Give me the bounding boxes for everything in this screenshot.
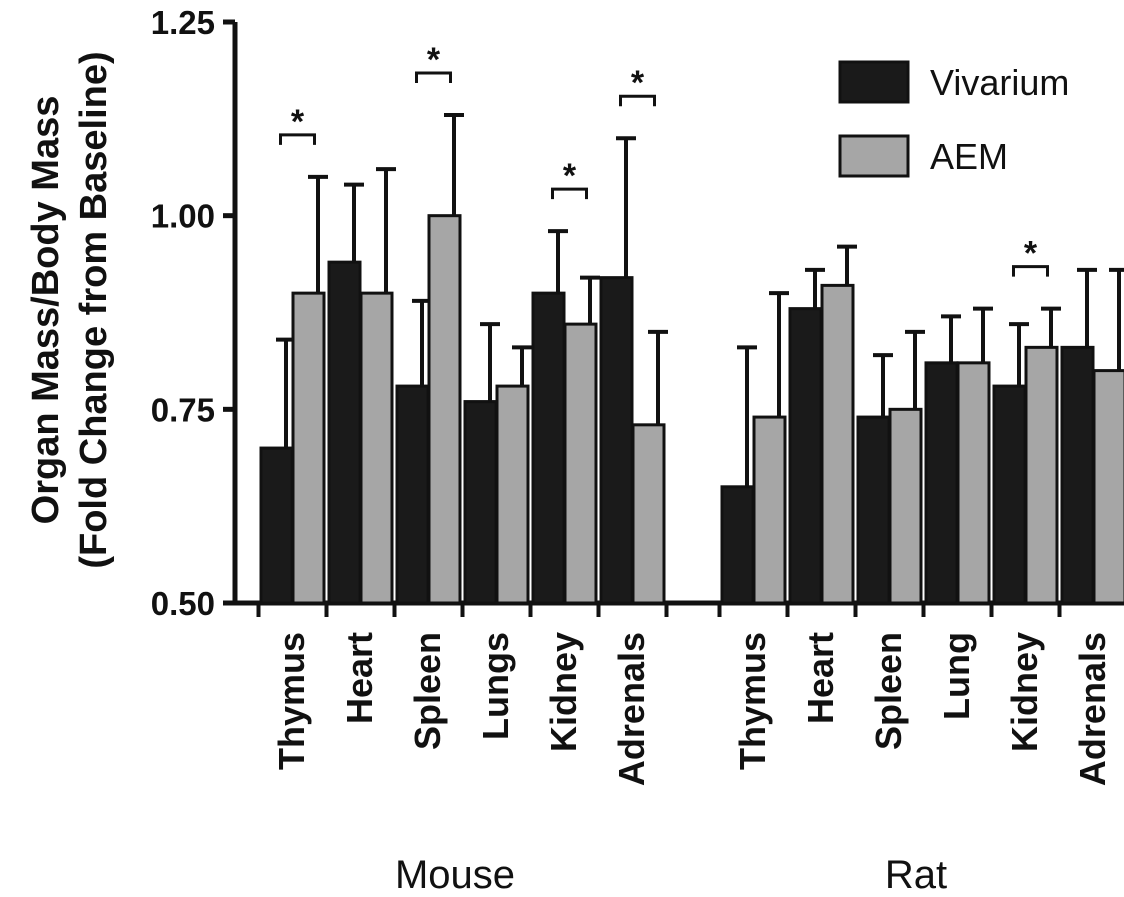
significance-star: * [291, 103, 305, 141]
bar-rat-kidney-vivarium [992, 384, 1027, 605]
bar-mouse-lungs-aem [495, 384, 530, 605]
bar-mouse-adrenals-vivarium [599, 276, 634, 605]
x-category-label: Thymus [271, 632, 312, 770]
y-axis-label-line1: Organ Mass/Body Mass [25, 96, 67, 525]
plot-area: 0.50 0.75 1.00 1.25 * Thymus Heart * Spleen Lungs… [151, 4, 1124, 897]
x-category-label: Kidney [543, 632, 584, 752]
bar-mouse-thymus-aem [291, 291, 326, 605]
y-tick-label: 0.75 [151, 391, 215, 428]
significance-star: * [427, 41, 441, 79]
y-axis-label-line2: (Fold Change from Baseline) [73, 51, 115, 568]
x-category-label: Adrenals [611, 632, 652, 786]
bar-mouse-heart-vivarium [327, 260, 362, 605]
significance-bracket [1012, 265, 1049, 277]
x-category-label: Heart [339, 632, 380, 724]
x-category-label: Adrenals [1072, 632, 1113, 786]
significance-bracket [619, 94, 656, 107]
x-category-label: Lungs [475, 632, 516, 740]
y-tick-label: 1.00 [151, 198, 215, 235]
bar-rat-thymus-aem [752, 415, 787, 605]
legend-swatch-aem [838, 134, 910, 178]
bar-mouse-lungs-vivarium [463, 400, 498, 605]
bar-mouse-adrenals-aem [631, 423, 666, 605]
bar-rat-heart-vivarium [788, 307, 823, 605]
bar-rat-lung-aem [956, 361, 991, 605]
group-label-mouse: Mouse [395, 853, 515, 897]
bar-rat-kidney-aem [1024, 345, 1059, 605]
bar-mouse-heart-aem [359, 291, 394, 605]
bar-mouse-kidney-aem [563, 322, 598, 605]
x-category-label: Lung [936, 632, 977, 720]
x-category-label: Kidney [1004, 632, 1045, 752]
legend-label-vivarium: Vivarium [930, 62, 1069, 103]
bar-mouse-kidney-vivarium [531, 291, 566, 605]
legend-swatch-vivarium [838, 60, 910, 104]
significance-star: * [1024, 235, 1038, 273]
x-category-label: Spleen [407, 632, 448, 750]
bar-mouse-spleen-vivarium [395, 384, 430, 605]
x-category-label: Heart [800, 632, 841, 724]
group-label-rat: Rat [885, 853, 947, 897]
bar-mouse-spleen-aem [427, 214, 462, 605]
bar-rat-spleen-vivarium [856, 415, 891, 605]
bar-mouse-thymus-vivarium [259, 446, 294, 605]
bar-rat-adrenals-aem [1092, 369, 1124, 605]
significance-star: * [563, 157, 577, 195]
legend: Vivarium AEM [838, 60, 1069, 178]
bar-rat-thymus-vivarium [720, 485, 755, 605]
y-tick-label: 1.25 [151, 4, 215, 41]
bar-rat-spleen-aem [888, 407, 923, 605]
bar-rat-heart-aem [820, 283, 855, 605]
x-category-label: Spleen [868, 632, 909, 750]
legend-label-aem: AEM [930, 136, 1008, 177]
bar-rat-adrenals-vivarium [1060, 345, 1095, 605]
significance-star: * [631, 64, 645, 102]
x-category-label: Thymus [732, 632, 773, 770]
significance-bracket [279, 133, 316, 145]
y-tick-label: 0.50 [151, 585, 215, 622]
significance-bracket [551, 187, 588, 200]
bar-rat-lung-vivarium [924, 361, 959, 605]
significance-bracket [415, 71, 452, 83]
